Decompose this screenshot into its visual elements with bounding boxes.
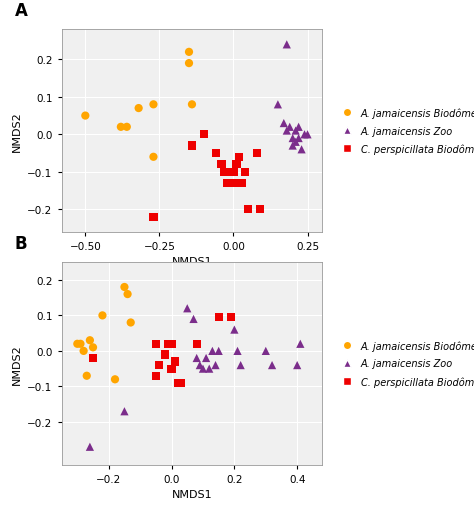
X-axis label: NMDS1: NMDS1 (172, 257, 212, 267)
Point (209, 347, 216, 355)
Point (293, 362, 301, 370)
X-axis label: NMDS1: NMDS1 (172, 489, 212, 499)
Point (253, 149, 261, 158)
Point (286, 124, 293, 132)
Point (155, 362, 163, 370)
Point (89, 343, 97, 351)
Point (283, 41, 291, 49)
Y-axis label: NMDS2: NMDS2 (12, 343, 22, 384)
Point (238, 180, 246, 188)
Point (86, 336, 94, 344)
Point (218, 161, 226, 169)
Point (295, 124, 302, 132)
Point (188, 142, 196, 150)
Point (292, 127, 300, 135)
Point (135, 105, 142, 113)
Point (274, 101, 282, 109)
Point (301, 131, 308, 139)
Point (199, 365, 207, 373)
Point (80, 347, 87, 355)
Point (233, 161, 240, 169)
Point (230, 326, 238, 334)
Point (174, 379, 182, 387)
Point (224, 180, 231, 188)
Point (82, 112, 89, 120)
Point (292, 138, 300, 146)
Point (127, 319, 135, 327)
Point (86, 443, 94, 451)
Text: B: B (15, 234, 27, 252)
Point (77, 340, 84, 348)
Point (256, 206, 264, 214)
Point (123, 124, 130, 132)
Point (200, 131, 208, 139)
Point (237, 362, 245, 370)
Point (150, 213, 157, 221)
Point (289, 135, 297, 143)
Point (73, 340, 81, 348)
Point (99, 312, 106, 320)
Point (177, 379, 185, 387)
Point (164, 340, 172, 348)
Point (228, 314, 235, 322)
Point (168, 340, 175, 348)
Point (89, 354, 97, 362)
Point (193, 354, 201, 362)
Point (185, 48, 193, 57)
Point (241, 168, 249, 176)
Point (196, 362, 204, 370)
Point (283, 127, 291, 135)
Point (117, 124, 125, 132)
Point (289, 142, 297, 150)
Point (150, 101, 157, 109)
Text: A: A (15, 2, 27, 20)
Point (304, 131, 311, 139)
Point (83, 372, 91, 380)
Point (233, 180, 240, 188)
Point (236, 154, 243, 162)
Point (171, 358, 179, 366)
Point (229, 168, 237, 176)
Point (215, 347, 222, 355)
Point (185, 60, 193, 68)
Point (124, 290, 131, 298)
Point (205, 365, 213, 373)
Point (121, 283, 128, 291)
Point (152, 340, 160, 348)
Point (190, 315, 197, 323)
Point (193, 340, 201, 348)
Point (262, 347, 270, 355)
Point (215, 314, 222, 322)
Point (188, 101, 196, 109)
Point (168, 365, 175, 373)
Legend: A. jamaicensis Biodôme, A. jamaicensis Zoo, C. perspicillata Biodôme: A. jamaicensis Biodôme, A. jamaicensis Z… (337, 340, 474, 387)
Point (245, 206, 252, 214)
Point (111, 376, 119, 384)
Point (212, 362, 219, 370)
Legend: A. jamaicensis Biodôme, A. jamaicensis Zoo, C. perspicillata Biodôme: A. jamaicensis Biodôme, A. jamaicensis Z… (337, 108, 474, 155)
Point (150, 154, 157, 162)
Point (298, 146, 305, 154)
Point (162, 350, 169, 359)
Point (121, 408, 128, 416)
Point (221, 168, 228, 176)
Y-axis label: NMDS2: NMDS2 (12, 111, 22, 152)
Point (297, 340, 304, 348)
Point (234, 347, 241, 355)
Point (268, 362, 276, 370)
Point (152, 372, 160, 380)
Point (202, 354, 210, 362)
Point (295, 135, 302, 143)
Point (280, 120, 288, 128)
Point (183, 305, 191, 313)
Point (212, 149, 219, 158)
